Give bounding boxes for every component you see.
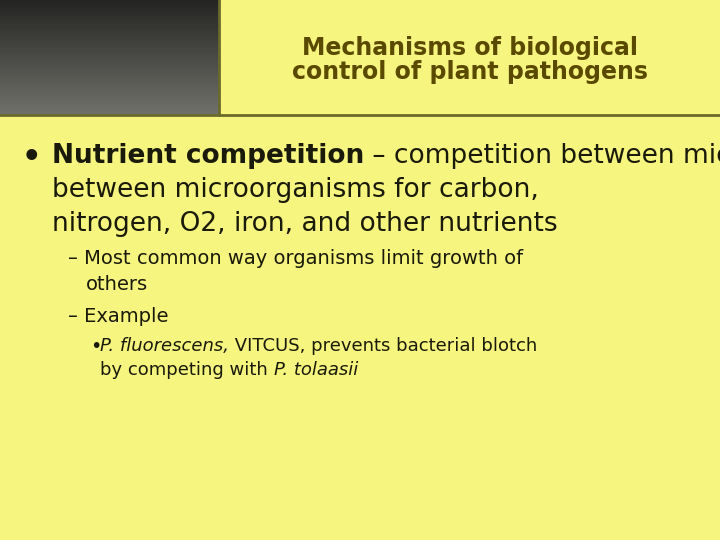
Text: Mechanisms of biological: Mechanisms of biological — [302, 36, 637, 59]
Text: P. tolaasii: P. tolaasii — [274, 361, 358, 379]
Text: nitrogen, O2, iron, and other nutrients: nitrogen, O2, iron, and other nutrients — [52, 211, 557, 237]
Text: by competing with: by competing with — [100, 361, 274, 379]
Text: – Most common way organisms limit growth of: – Most common way organisms limit growth… — [68, 249, 523, 268]
Text: Nutrient competition: Nutrient competition — [52, 143, 364, 169]
Bar — [0, 0, 720, 115]
Bar — [0, 0, 219, 115]
Text: between microorganisms for carbon,: between microorganisms for carbon, — [52, 177, 539, 203]
Text: others: others — [86, 275, 148, 294]
Text: •: • — [22, 143, 42, 172]
Text: control of plant pathogens: control of plant pathogens — [292, 59, 647, 84]
Text: •: • — [90, 337, 102, 356]
Text: VITCUS, prevents bacterial blotch: VITCUS, prevents bacterial blotch — [229, 337, 537, 355]
Text: – competition between microorganisms for carbon,: – competition between microorganisms for… — [364, 143, 720, 169]
Text: – Example: – Example — [68, 307, 168, 326]
Text: P. fluorescens,: P. fluorescens, — [100, 337, 229, 355]
